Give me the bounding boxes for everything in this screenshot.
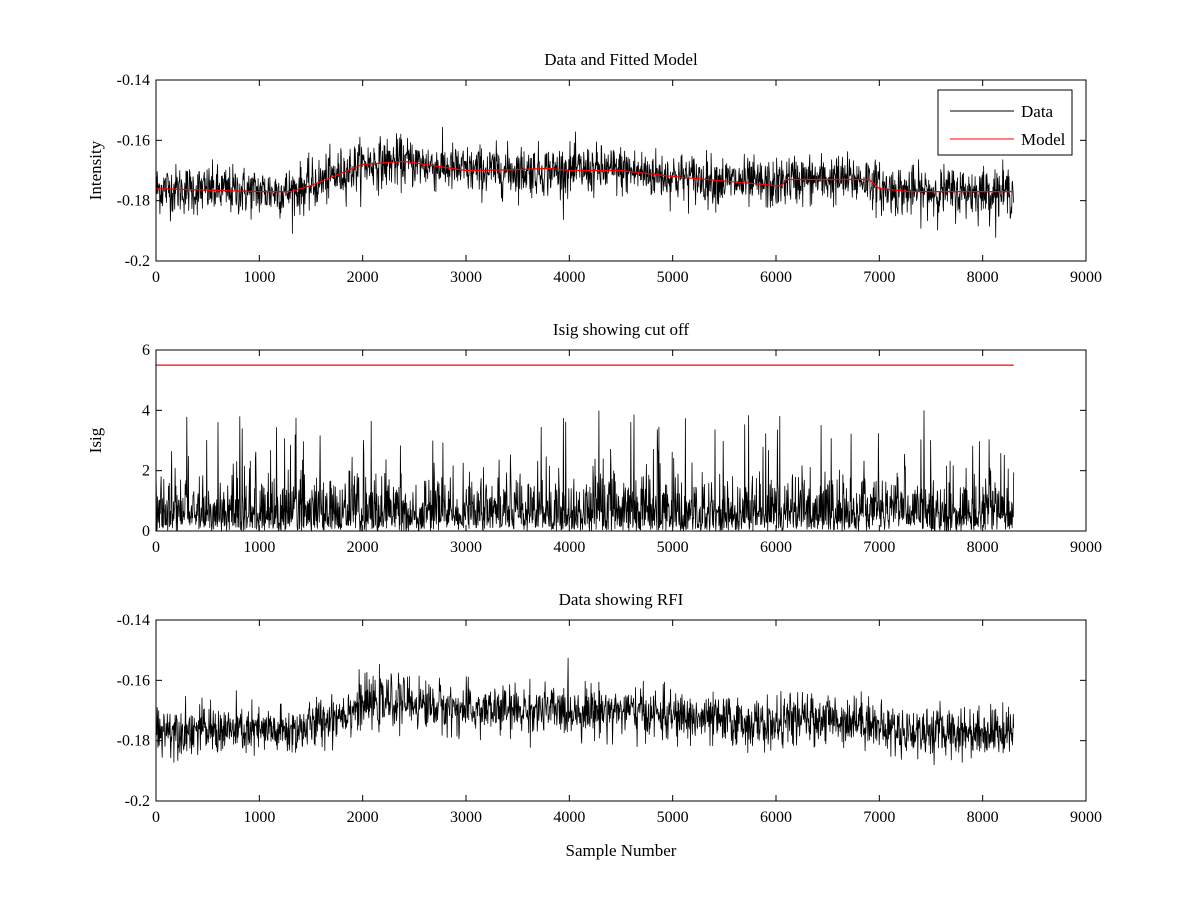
legend-label-data: Data <box>1021 102 1054 121</box>
y-tick-label: 4 <box>142 402 150 419</box>
x-tick-label: 5000 <box>657 269 689 286</box>
series-data <box>155 126 1015 238</box>
axes-box <box>155 79 1087 262</box>
legend-box <box>937 89 1073 156</box>
y-axis-label: Isig <box>86 427 105 453</box>
subplot-2: 0 1000 2000 3000 4000 5000 6000 7000 8000 9000 0 2 4… <box>86 320 1102 556</box>
chart-title: Data showing RFI <box>559 590 684 609</box>
x-tick-label: 8000 <box>967 269 999 286</box>
x-tick-label: 4000 <box>553 539 585 556</box>
y-tick-label: -0.2 <box>125 793 150 810</box>
x-tick-label: 6000 <box>760 269 792 286</box>
x-tick-label: 8000 <box>967 809 999 826</box>
x-tick-label: 5000 <box>657 809 689 826</box>
x-tick-label: 0 <box>152 809 160 826</box>
y-tick-label: -0.14 <box>117 72 150 89</box>
chart-title: Data and Fitted Model <box>544 50 698 69</box>
subplot-1: 0 1000 2000 3000 4000 5000 6000 7000 8000 9000 -0.… <box>86 50 1102 286</box>
x-tick-label: 3000 <box>450 269 482 286</box>
x-tick-label: 1000 <box>243 269 275 286</box>
x-tick-label: 2000 <box>347 269 379 286</box>
x-tick-label: 9000 <box>1070 539 1102 556</box>
x-tick-label: 1000 <box>243 539 275 556</box>
series-model <box>155 160 1014 193</box>
legend: Data Model <box>937 89 1073 156</box>
x-tick-label: 0 <box>152 539 160 556</box>
y-tick-label: 2 <box>142 463 150 480</box>
x-tick-label: 5000 <box>657 539 689 556</box>
y-tick-label: -0.16 <box>117 672 150 689</box>
x-tick-label: 1000 <box>243 809 275 826</box>
x-tick-label: 7000 <box>863 539 895 556</box>
y-tick-label: -0.2 <box>125 253 150 270</box>
y-tick-label: 0 <box>142 523 150 540</box>
subplot-3: 0 1000 2000 3000 4000 5000 6000 7000 8000 9000 -0.… <box>117 590 1102 860</box>
x-tick-label: 2000 <box>347 809 379 826</box>
x-tick-label: 6000 <box>760 539 792 556</box>
series-data-trace <box>155 657 1015 766</box>
x-tick-label: 3000 <box>450 809 482 826</box>
legend-label-model: Model <box>1021 130 1066 149</box>
y-tick-label: -0.14 <box>117 612 150 629</box>
x-tick-label: 2000 <box>347 539 379 556</box>
y-tick-label: -0.18 <box>117 193 150 210</box>
x-tick-label: 8000 <box>967 539 999 556</box>
x-tick-label: 4000 <box>553 269 585 286</box>
x-tick-label: 0 <box>152 269 160 286</box>
axes-box <box>155 349 1087 532</box>
x-tick-label: 3000 <box>450 539 482 556</box>
x-tick-label: 6000 <box>760 809 792 826</box>
x-tick-label: 4000 <box>553 809 585 826</box>
x-axis-label: Sample Number <box>566 841 677 860</box>
y-axis-label: Intensity <box>86 140 105 200</box>
x-tick-label: 7000 <box>863 809 895 826</box>
axes-box <box>155 619 1087 802</box>
x-tick-label: 9000 <box>1070 809 1102 826</box>
y-tick-label: 6 <box>142 342 150 359</box>
series-data-trace <box>155 410 1015 532</box>
x-tick-label: 7000 <box>863 269 895 286</box>
y-tick-label: -0.18 <box>117 733 150 750</box>
chart-title: Isig showing cut off <box>553 320 689 339</box>
y-tick-label: -0.16 <box>117 132 150 149</box>
x-tick-label: 9000 <box>1070 269 1102 286</box>
